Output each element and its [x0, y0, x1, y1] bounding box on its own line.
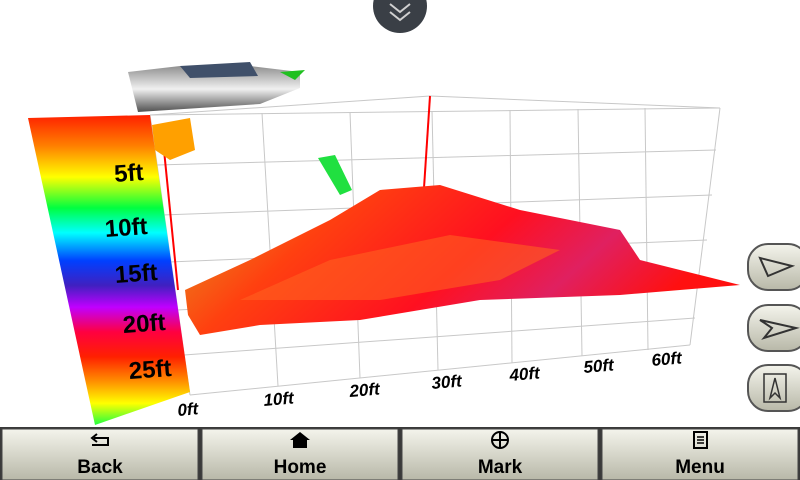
button-label: Menu	[675, 457, 725, 478]
view-button[interactable]	[747, 243, 800, 291]
range-label: 0ft	[177, 399, 201, 420]
depth-label: 15ft	[114, 259, 158, 289]
sonar-returns	[152, 95, 740, 335]
range-axis: 0ft 10ft 20ft 30ft 40ft 50ft 60ft	[177, 348, 684, 420]
range-label: 30ft	[431, 371, 464, 393]
depth-label: 5ft	[113, 159, 144, 188]
depth-label: 25ft	[128, 355, 172, 385]
depth-label: 10ft	[104, 213, 148, 243]
toolbar: Back Home Mark Menu	[0, 427, 800, 480]
depth-scale: 5ft 10ft 15ft 20ft 25ft	[28, 115, 190, 425]
range-label: 10ft	[263, 388, 296, 410]
back-button[interactable]: Back	[1, 428, 199, 480]
depth-label: 20ft	[122, 309, 166, 339]
view-button[interactable]	[747, 364, 800, 412]
range-label: 20ft	[348, 379, 382, 401]
range-label: 60ft	[651, 348, 684, 370]
range-label: 50ft	[583, 355, 616, 377]
collapse-button[interactable]	[373, 0, 427, 33]
button-label: Back	[77, 457, 123, 478]
home-button[interactable]: Home	[201, 428, 399, 480]
button-label: Mark	[478, 457, 523, 478]
menu-button[interactable]: Menu	[601, 428, 799, 480]
view-button[interactable]	[747, 304, 800, 352]
button-label: Home	[274, 457, 327, 478]
boat-icon	[128, 62, 305, 112]
mark-button[interactable]: Mark	[401, 428, 599, 480]
range-label: 40ft	[508, 363, 542, 385]
